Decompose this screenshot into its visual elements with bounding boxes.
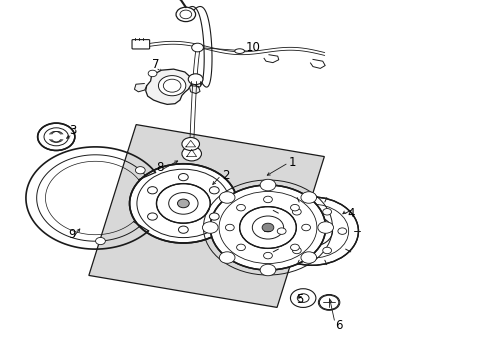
Circle shape xyxy=(209,213,219,220)
Circle shape xyxy=(95,238,105,245)
Circle shape xyxy=(182,138,199,150)
Circle shape xyxy=(239,207,296,248)
Circle shape xyxy=(260,264,275,276)
Circle shape xyxy=(301,224,310,231)
Text: 6: 6 xyxy=(334,319,342,332)
Text: 3: 3 xyxy=(68,124,76,137)
Circle shape xyxy=(290,204,299,211)
Circle shape xyxy=(191,43,203,52)
Text: 4: 4 xyxy=(346,207,354,220)
Circle shape xyxy=(290,244,299,251)
Circle shape xyxy=(292,247,301,254)
Circle shape xyxy=(158,76,185,96)
Circle shape xyxy=(300,252,316,263)
Circle shape xyxy=(322,247,331,254)
Circle shape xyxy=(292,208,301,215)
Polygon shape xyxy=(310,59,325,68)
Circle shape xyxy=(202,222,218,233)
Circle shape xyxy=(219,252,235,263)
Circle shape xyxy=(337,228,346,234)
Circle shape xyxy=(147,186,157,194)
Circle shape xyxy=(291,216,332,246)
Circle shape xyxy=(322,208,331,215)
Text: 9: 9 xyxy=(68,228,76,241)
Circle shape xyxy=(236,244,245,251)
Circle shape xyxy=(209,187,219,194)
Text: 2: 2 xyxy=(222,169,229,182)
Text: 5: 5 xyxy=(296,293,304,306)
Circle shape xyxy=(263,196,272,203)
Circle shape xyxy=(317,222,333,233)
Circle shape xyxy=(260,179,275,191)
Circle shape xyxy=(178,226,188,233)
Polygon shape xyxy=(145,69,191,104)
Text: 1: 1 xyxy=(288,156,296,169)
Text: 8: 8 xyxy=(156,161,164,174)
Circle shape xyxy=(178,174,188,181)
FancyBboxPatch shape xyxy=(132,40,149,49)
Polygon shape xyxy=(134,84,146,92)
Circle shape xyxy=(156,184,210,223)
Circle shape xyxy=(219,192,235,203)
Circle shape xyxy=(236,204,245,211)
Polygon shape xyxy=(264,55,278,63)
Circle shape xyxy=(300,192,316,203)
Polygon shape xyxy=(189,86,200,94)
Circle shape xyxy=(147,213,157,220)
Circle shape xyxy=(135,167,145,174)
Circle shape xyxy=(263,252,272,259)
Circle shape xyxy=(210,185,325,270)
Ellipse shape xyxy=(234,49,244,53)
Circle shape xyxy=(129,164,237,243)
Text: 10: 10 xyxy=(245,41,260,54)
Circle shape xyxy=(188,74,203,85)
Circle shape xyxy=(176,7,195,22)
Circle shape xyxy=(182,147,201,161)
Circle shape xyxy=(262,223,273,232)
Circle shape xyxy=(265,197,358,265)
Circle shape xyxy=(38,123,75,150)
Circle shape xyxy=(277,228,285,234)
Polygon shape xyxy=(89,125,324,307)
Circle shape xyxy=(319,295,338,310)
Circle shape xyxy=(148,70,157,77)
Circle shape xyxy=(290,289,315,307)
Circle shape xyxy=(177,199,189,208)
Polygon shape xyxy=(182,6,212,87)
Text: 7: 7 xyxy=(151,58,159,71)
Circle shape xyxy=(225,224,234,231)
